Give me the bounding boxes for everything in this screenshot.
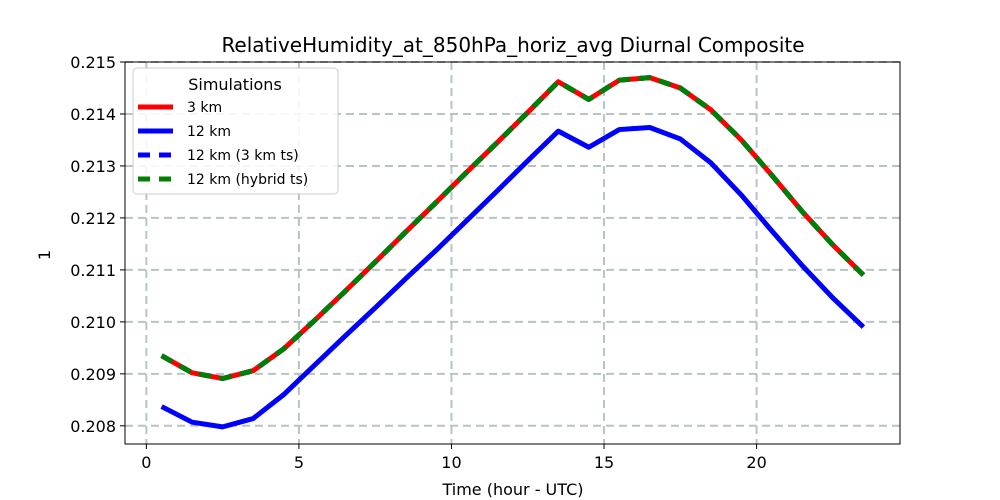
x-axis-label: Time (hour - UTC) (441, 480, 583, 499)
y-tick-label: 0.209 (70, 365, 116, 384)
y-tick-label: 0.213 (70, 157, 116, 176)
series-line-3 (160, 75, 866, 382)
x-tick-label: 20 (746, 453, 766, 472)
legend-label-0: 3 km (187, 100, 222, 116)
x-tick-label: 5 (294, 453, 304, 472)
plot-area-frame (124, 61, 901, 445)
series-line-1 (160, 124, 866, 430)
legend-label-1: 12 km (187, 124, 231, 140)
y-tick-label: 0.210 (70, 313, 116, 332)
y-tick-label: 0.215 (70, 53, 116, 72)
legend-label-3: 12 km (hybrid ts) (187, 172, 308, 188)
ticks-layer: 0 5 10 15 20 0.208 0.209 0.210 0.211 0.212 0.213 0.… (70, 53, 767, 472)
legend-box (132, 67, 339, 195)
legend: Simulations 3 km 12 km 12 km (3 km ts) 12 km… (132, 67, 339, 195)
legend-label-2: 12 km (3 km ts) (187, 148, 299, 164)
x-tick-label: 15 (594, 453, 614, 472)
y-tick-label: 0.211 (70, 261, 116, 280)
legend-title: Simulations (188, 75, 282, 94)
x-tick-label: 10 (441, 453, 461, 472)
y-tick-label: 0.214 (70, 105, 116, 124)
y-tick-label: 0.212 (70, 209, 116, 228)
chart-title: RelativeHumidity_at_850hPa_horiz_avg Diu… (221, 33, 804, 57)
y-tick-label: 0.208 (70, 417, 116, 436)
y-axis-label: 1 (35, 250, 54, 260)
x-tick-label: 0 (141, 453, 151, 472)
series-layer (160, 75, 866, 430)
